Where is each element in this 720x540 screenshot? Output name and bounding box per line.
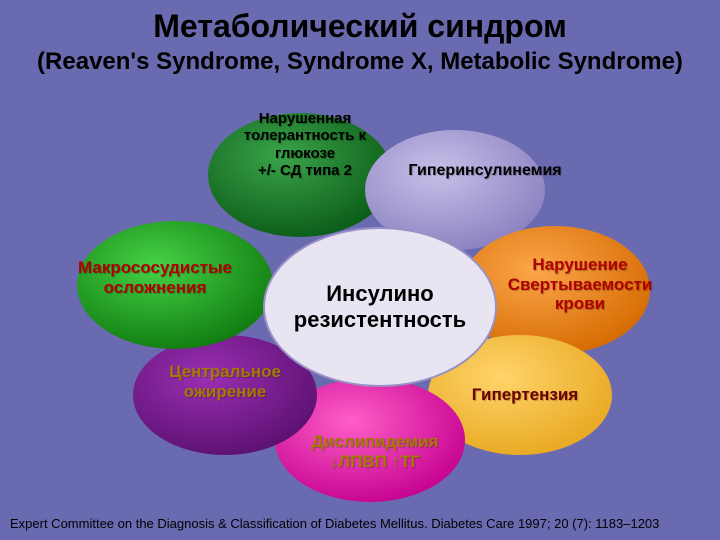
- diagram-stage: Метаболический синдром (Reaven's Syndrom…: [0, 0, 720, 540]
- center-line2: резистентность: [294, 307, 466, 333]
- label-hypertension: Гипертензия: [445, 385, 605, 405]
- footnote: Expert Committee on the Diagnosis & Clas…: [10, 516, 659, 531]
- center-line1: Инсулино: [326, 281, 434, 307]
- label-coagulation: Нарушение Свертываемости крови: [480, 255, 680, 314]
- label-glucose: Нарушенная толерантность к глюкозе +/- С…: [210, 110, 400, 179]
- center-bubble: Инсулино резистентность: [263, 227, 497, 387]
- label-macrovascular: Макрососудистые осложнения: [45, 258, 265, 297]
- label-obesity: Центральное ожирение: [130, 362, 320, 401]
- label-dyslipidemia: Дислипидемия ↓ЛПВП ↑ТГ: [275, 432, 475, 471]
- label-hyperinsulinemia: Гиперинсулинемия: [385, 162, 585, 180]
